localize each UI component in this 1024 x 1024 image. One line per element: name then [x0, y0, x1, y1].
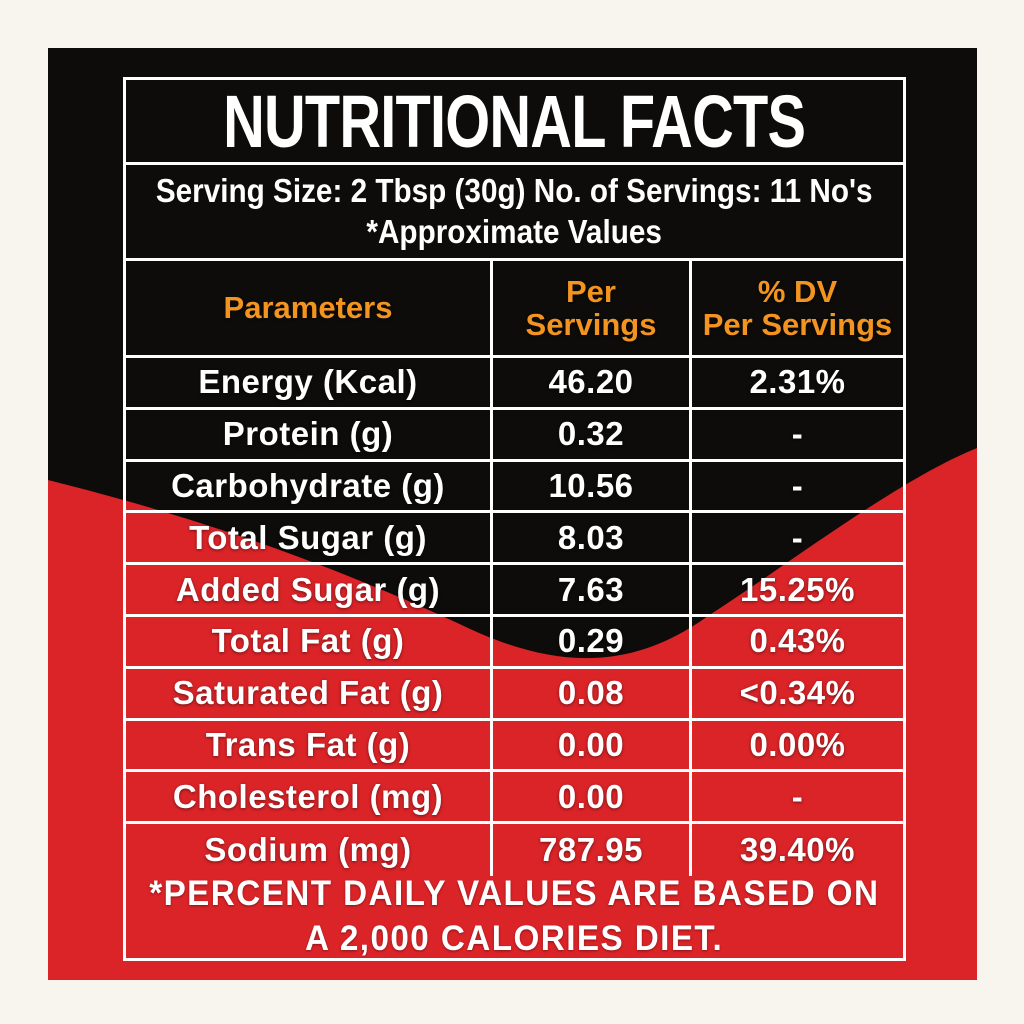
table-body: Energy (Kcal) 46.20 2.31% Protein (g) 0.…	[126, 358, 903, 876]
dv-cell: 15.25%	[689, 565, 903, 614]
table-row: Cholesterol (mg) 0.00 -	[126, 772, 903, 825]
table-row: Trans Fat (g) 0.00 0.00%	[126, 720, 903, 773]
parameter-cell: Added Sugar (g)	[175, 570, 441, 608]
per-serving-cell: 0.00	[490, 772, 689, 822]
red-wave-shape	[48, 448, 977, 980]
dv-cell: 39.40%	[689, 824, 903, 876]
parameter-cell: Total Fat (g)	[211, 622, 405, 660]
header-dv-line2: Per Servings	[702, 307, 893, 342]
table-row: Total Sugar (g) 8.03 -	[126, 513, 903, 566]
parameter-cell: Saturated Fat (g)	[172, 674, 444, 712]
parameter-cell: Energy (Kcal)	[198, 363, 418, 401]
dv-cell: <0.34%	[689, 668, 903, 718]
dv-cell: -	[689, 461, 903, 511]
per-serving-cell: 0.29	[490, 616, 689, 666]
footer-note: *PERCENT DAILY VALUES ARE BASED ON A 2,0…	[126, 874, 903, 958]
header-dv-per-servings: % DV Per Servings	[689, 261, 903, 355]
parameter-cell: Sodium (mg)	[204, 831, 412, 869]
table-row: Saturated Fat (g) 0.08 <0.34%	[126, 668, 903, 721]
per-serving-cell: 7.63	[490, 565, 689, 614]
parameter-cell: Trans Fat (g)	[205, 725, 411, 763]
dv-cell: -	[689, 513, 903, 563]
serving-size-text: Serving Size: 2 Tbsp (30g) No. of Servin…	[156, 172, 873, 210]
per-serving-cell: 46.20	[490, 358, 689, 407]
header-parameters: Parameters	[126, 261, 490, 355]
dv-cell: 0.43%	[689, 616, 903, 666]
per-serving-cell: 10.56	[490, 461, 689, 511]
per-serving-cell: 0.32	[490, 409, 689, 459]
title-box: NUTRITIONAL FACTS	[126, 80, 903, 165]
footer-line2: A 2,000 CALORIES DIET.	[305, 918, 724, 958]
panel: NUTRITIONAL FACTS Serving Size: 2 Tbsp (…	[48, 48, 977, 980]
header-per-servings-line2: Servings	[525, 307, 657, 342]
parameter-cell: Carbohydrate (g)	[171, 466, 445, 504]
header-per-servings-line1: Per	[566, 273, 616, 309]
table-row: Sodium (mg) 787.95 39.40%	[126, 824, 903, 876]
header-dv-line1: % DV	[757, 273, 838, 309]
footer-line1: *PERCENT DAILY VALUES ARE BASED ON	[149, 874, 880, 914]
approximate-values-text: *Approximate Values	[366, 212, 663, 250]
header-parameters-label: Parameters	[223, 290, 393, 326]
dv-cell: 0.00%	[689, 720, 903, 770]
parameter-cell: Cholesterol (mg)	[172, 777, 444, 815]
dv-cell: -	[689, 409, 903, 459]
wave-background	[48, 48, 977, 980]
dv-cell: -	[689, 772, 903, 822]
table-row: Energy (Kcal) 46.20 2.31%	[126, 358, 903, 410]
nutrition-table: NUTRITIONAL FACTS Serving Size: 2 Tbsp (…	[123, 77, 906, 961]
dv-cell: 2.31%	[689, 358, 903, 407]
per-serving-cell: 0.08	[490, 668, 689, 718]
parameter-cell: Protein (g)	[222, 415, 394, 453]
per-serving-cell: 8.03	[490, 513, 689, 563]
table-row: Added Sugar (g) 7.63 15.25%	[126, 565, 903, 617]
per-serving-cell: 0.00	[490, 720, 689, 770]
per-serving-cell: 787.95	[490, 824, 689, 876]
parameter-cell: Total Sugar (g)	[189, 518, 427, 556]
table-header-row: Parameters Per Servings % DV Per Serving…	[126, 261, 903, 358]
serving-box: Serving Size: 2 Tbsp (30g) No. of Servin…	[126, 165, 903, 261]
header-per-servings: Per Servings	[490, 261, 689, 355]
table-row: Carbohydrate (g) 10.56 -	[126, 461, 903, 514]
table-row: Protein (g) 0.32 -	[126, 409, 903, 462]
page-title: NUTRITIONAL FACTS	[223, 79, 806, 163]
table-row: Total Fat (g) 0.29 0.43%	[126, 616, 903, 669]
